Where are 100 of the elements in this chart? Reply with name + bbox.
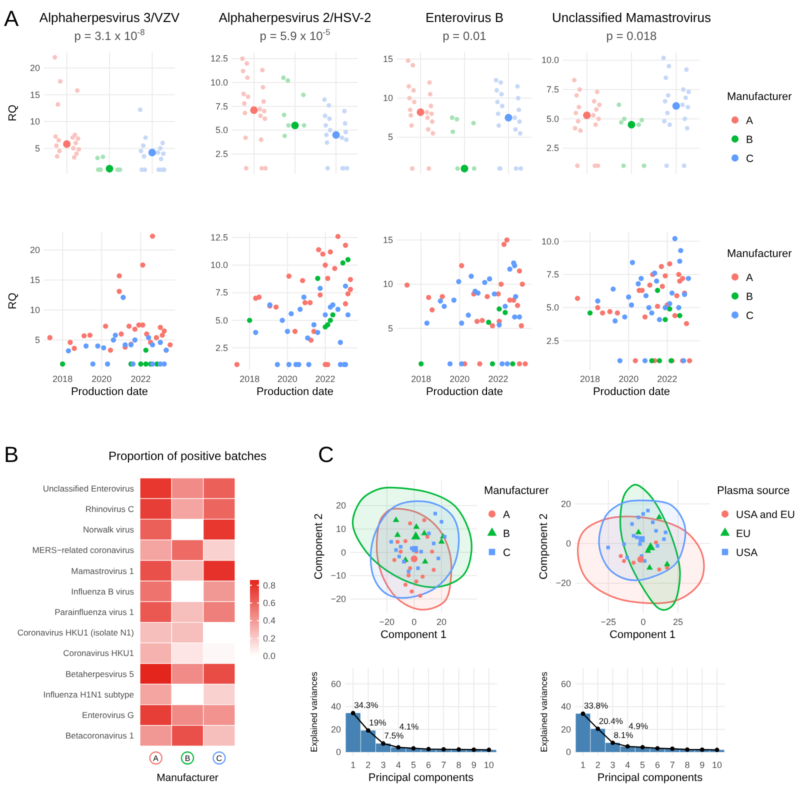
data-label: 4.9% (628, 720, 648, 731)
point (112, 332, 118, 338)
point (642, 314, 648, 320)
point (676, 272, 682, 278)
point (654, 529, 658, 533)
point (672, 313, 678, 318)
point (426, 294, 432, 300)
y-tick-label: Enterovirus G (82, 710, 134, 720)
legend-label: EU (736, 528, 751, 540)
color-bar-label: 0.0 (263, 651, 276, 661)
point (442, 534, 446, 538)
point (656, 358, 662, 364)
x-tick-label: −25 (600, 617, 616, 627)
point (504, 361, 510, 366)
point (318, 292, 323, 298)
point (595, 298, 600, 304)
point (118, 331, 124, 337)
x-tick-label: 6 (654, 760, 660, 770)
x-tick-label: 1 (580, 760, 586, 770)
point (512, 314, 518, 320)
y-axis-title: Explained variances (309, 671, 319, 752)
point (335, 306, 341, 312)
x-tick-label: 0 (412, 617, 417, 627)
y-tick-label: 20 (336, 500, 346, 511)
y-tick-label: 5 (388, 132, 393, 142)
x-tick-label: 9 (471, 760, 476, 770)
chart-subtitle: p = 0.018 (606, 29, 658, 43)
point (432, 542, 436, 546)
point (398, 550, 403, 554)
point (482, 280, 488, 286)
point (143, 361, 148, 367)
y-tick-label: 7.5 (215, 101, 228, 112)
x-tick-label: 7 (670, 760, 675, 770)
point (366, 728, 370, 733)
y-tick-label: 10 (382, 279, 393, 290)
y-tick-label: 20 (30, 245, 40, 255)
point (630, 260, 636, 266)
y-tick-label: 2.5 (215, 342, 228, 353)
point (522, 361, 528, 366)
point (381, 741, 386, 746)
point (338, 340, 344, 345)
point (308, 300, 313, 306)
point (427, 532, 431, 536)
y-tick-label: 0 (340, 547, 346, 558)
point (424, 320, 430, 326)
point (288, 311, 294, 316)
y-axis-title: Component 2 (313, 513, 325, 580)
point (622, 542, 626, 546)
point (677, 313, 682, 318)
x-tick-label: 2022 (488, 374, 508, 384)
point (422, 518, 426, 522)
point (440, 520, 444, 524)
point (516, 314, 522, 320)
chart-title: Enterovirus B (425, 10, 504, 25)
point (678, 248, 684, 254)
x-tick-label: 5 (410, 760, 416, 770)
legend-label: B (746, 291, 754, 303)
x-tick-label: 2020 (277, 374, 298, 384)
point (654, 540, 658, 545)
color-bar-label: 0.4 (263, 616, 276, 626)
point (332, 266, 338, 272)
y-tick-label: 12.5 (210, 54, 228, 64)
point (418, 361, 424, 366)
x-tick-label: 0 (640, 617, 646, 627)
x-axis-title: Principal components (597, 772, 704, 784)
point (150, 342, 156, 348)
y-tick-label: MERS−related coronavirus (32, 545, 134, 556)
x-tick-label: 10 (712, 760, 722, 770)
point (656, 544, 660, 548)
point (410, 590, 414, 594)
x-tick-label: 25 (672, 617, 683, 627)
y-tick-label: 5.0 (215, 315, 228, 326)
point (116, 273, 122, 278)
y-tick-label: −20 (556, 578, 571, 588)
point (580, 711, 586, 716)
point (646, 508, 650, 512)
point (322, 324, 328, 330)
point (406, 570, 410, 574)
legend-label: B (746, 134, 754, 146)
point (138, 361, 144, 367)
y-tick-label: −10 (330, 570, 346, 581)
point (403, 582, 408, 587)
x-tick-label: 2 (366, 760, 371, 770)
point (430, 307, 435, 312)
point (638, 276, 644, 282)
y-tick-label: 10.0 (541, 236, 559, 246)
point (625, 556, 629, 560)
point (298, 306, 303, 312)
point (656, 316, 662, 322)
point (512, 263, 518, 268)
point (345, 257, 351, 262)
x-tick-label: 2018 (240, 374, 260, 384)
point (342, 301, 348, 306)
point (680, 276, 686, 282)
point (459, 263, 464, 268)
point (396, 540, 400, 544)
x-tick-label: 2018 (580, 374, 600, 384)
x-tick-label: 2 (595, 760, 600, 770)
y-tick-label: Parainfluenza virus 1 (54, 607, 134, 617)
color-bar-label: 0.8 (263, 580, 276, 590)
